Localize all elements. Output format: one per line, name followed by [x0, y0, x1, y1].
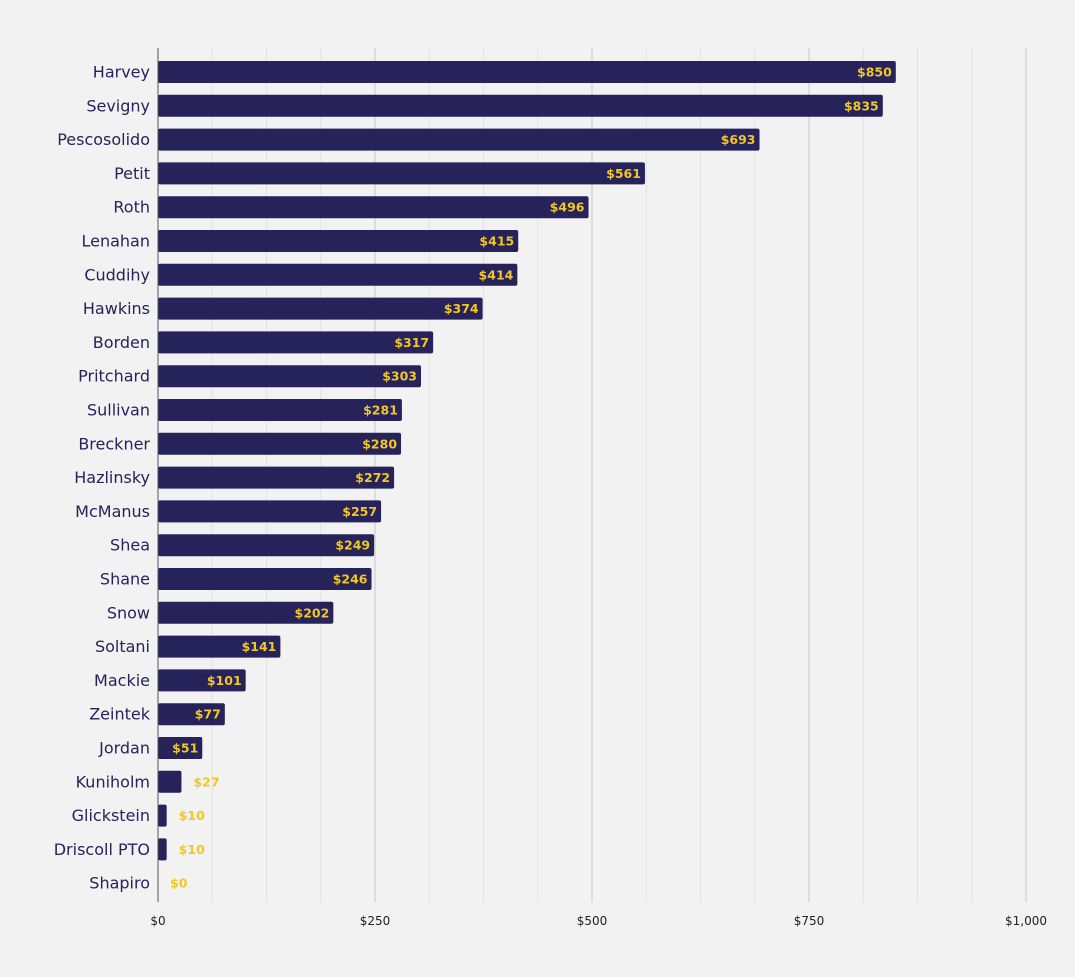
value-label: $202 — [295, 605, 330, 620]
category-label: Mackie — [94, 671, 150, 690]
bar — [158, 703, 225, 726]
bar — [158, 230, 519, 252]
value-label: $317 — [394, 335, 429, 350]
category-label: Hawkins — [83, 299, 150, 318]
bar — [158, 466, 395, 489]
value-label: $10 — [179, 842, 205, 857]
value-label: $280 — [362, 436, 397, 451]
value-label: $303 — [382, 369, 417, 384]
category-label: Sevigny — [86, 96, 150, 115]
bar — [158, 399, 402, 421]
category-label: Roth — [113, 198, 150, 217]
value-label: $850 — [857, 65, 892, 80]
category-label: Hazlinsky — [74, 468, 150, 487]
bar — [158, 196, 589, 219]
category-label: Driscoll PTO — [54, 840, 150, 859]
bar — [158, 61, 896, 83]
bar — [158, 737, 203, 759]
value-label: $272 — [355, 470, 390, 485]
bar — [158, 297, 483, 320]
value-label: $281 — [363, 403, 398, 418]
value-label: $561 — [606, 166, 641, 181]
bar — [158, 770, 182, 793]
x-tick-label: $750 — [794, 914, 825, 928]
value-label: $27 — [193, 774, 219, 789]
value-label: $496 — [550, 200, 585, 215]
bar — [158, 365, 422, 388]
category-label: Zeintek — [89, 705, 151, 724]
category-label: Jordan — [98, 739, 150, 758]
category-label: Borden — [93, 333, 150, 352]
x-tick-label: $1,000 — [1005, 914, 1047, 928]
bar — [158, 669, 246, 692]
bar — [158, 568, 372, 590]
value-label: $77 — [195, 707, 221, 722]
value-label: $51 — [172, 741, 198, 756]
value-label: $0 — [170, 876, 188, 891]
category-label: Shapiro — [89, 874, 150, 893]
category-label: Shane — [100, 570, 150, 589]
bar — [158, 128, 760, 151]
value-label: $141 — [242, 639, 277, 654]
value-label: $415 — [479, 234, 514, 249]
bar — [158, 804, 167, 827]
category-label: Soltani — [95, 637, 150, 656]
x-tick-label: $0 — [150, 914, 165, 928]
value-label: $10 — [179, 808, 205, 823]
category-label: Pescosolido — [57, 130, 150, 149]
bar — [158, 601, 334, 624]
bar — [158, 162, 645, 185]
value-label: $693 — [721, 132, 756, 147]
bar — [158, 263, 518, 286]
bars — [158, 61, 896, 861]
value-label: $374 — [444, 301, 479, 316]
category-labels: Harvey Sevigny Pescosolido Petit Roth Lenahan… — [54, 63, 151, 893]
category-label: Shea — [110, 536, 150, 555]
category-label: Breckner — [78, 434, 150, 453]
category-label: Snow — [107, 603, 150, 622]
bar — [158, 331, 434, 354]
value-label: $414 — [479, 267, 514, 282]
gridlines — [211, 48, 1027, 902]
bar — [158, 500, 382, 523]
category-label: Lenahan — [81, 232, 150, 251]
value-labels: $850 $835 $693 $561 $496 $415 $414 $374 $317 $303… — [170, 65, 892, 891]
x-axis-tick-labels: $0 $250 $500 $750 $1,000 — [150, 914, 1047, 928]
category-label: Pritchard — [78, 367, 150, 386]
category-label: Kuniholm — [76, 772, 150, 791]
value-label: $835 — [844, 98, 879, 113]
category-label: Petit — [114, 164, 150, 183]
value-label: $257 — [342, 504, 377, 519]
category-label: Harvey — [93, 63, 150, 82]
x-tick-label: $500 — [577, 914, 608, 928]
bar — [158, 838, 167, 861]
bar — [158, 432, 402, 455]
x-tick-label: $250 — [360, 914, 391, 928]
bar — [158, 534, 375, 557]
bar — [158, 635, 281, 658]
category-label: McManus — [75, 502, 150, 521]
value-label: $101 — [207, 673, 242, 688]
value-label: $246 — [333, 572, 368, 587]
bar — [158, 94, 883, 117]
category-label: Cuddihy — [84, 265, 150, 284]
category-label: Sullivan — [87, 401, 150, 420]
category-label: Glickstein — [72, 806, 150, 825]
value-label: $249 — [335, 538, 370, 553]
